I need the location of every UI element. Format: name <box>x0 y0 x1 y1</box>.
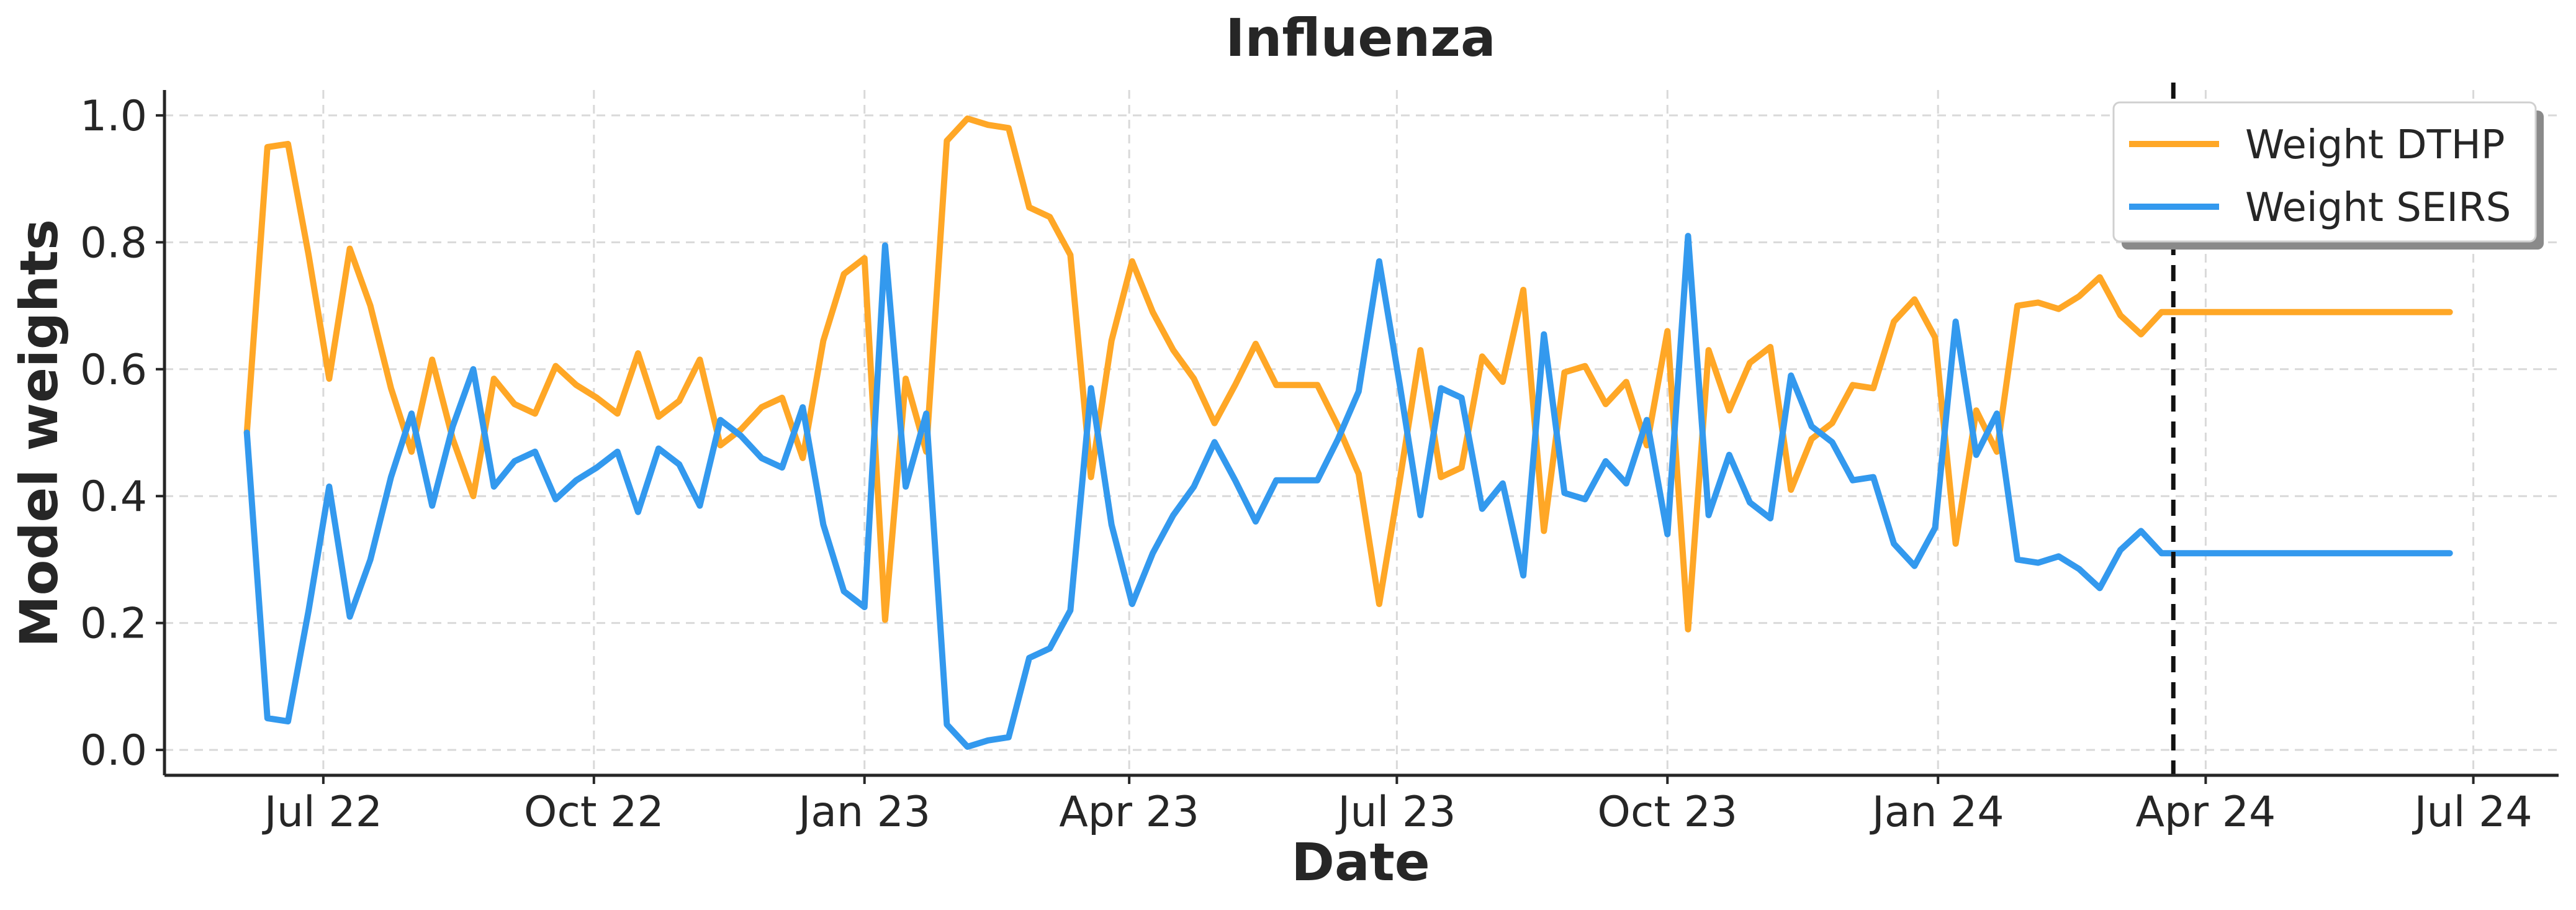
y-tick-label: 0.2 <box>80 600 147 649</box>
y-tick-label: 1.0 <box>80 92 147 141</box>
series-line-dthp <box>243 115 2453 633</box>
y-tick-label: 0.4 <box>80 472 147 521</box>
series-layer <box>243 115 2453 750</box>
x-tick-label: Jul 23 <box>1335 788 1456 837</box>
y-axis-label: Model weights <box>9 219 70 647</box>
x-tick-label: Apr 23 <box>1059 788 1199 837</box>
series-line-seirs <box>243 233 2453 750</box>
x-tick-label: Jan 24 <box>1870 788 2004 837</box>
axes-spines <box>163 90 2559 777</box>
x-tick-label: Jul 24 <box>2412 788 2532 837</box>
x-tick-label: Oct 22 <box>524 788 664 837</box>
x-tick-label: Jul 22 <box>262 788 382 837</box>
legend-label-dthp: Weight DTHP <box>2245 122 2505 168</box>
tick-labels: 0.0 0.2 0.4 0.6 0.8 1.0 Jul 22 Oct 22 Jan 23 Apr … <box>80 92 2533 837</box>
y-tick-label: 0.8 <box>80 218 147 268</box>
legend: Weight DTHP Weight SEIRS <box>2112 101 2544 250</box>
chart-title: Influenza <box>1225 7 1495 68</box>
y-tick-label: 0.0 <box>80 726 147 775</box>
x-axis-label: Date <box>1291 832 1430 893</box>
legend-label-seirs: Weight SEIRS <box>2245 185 2511 231</box>
y-tick-label: 0.6 <box>80 346 147 395</box>
x-tick-label: Apr 24 <box>2136 788 2276 837</box>
x-tick-label: Jan 23 <box>796 788 930 837</box>
x-tick-label: Oct 23 <box>1597 788 1737 837</box>
